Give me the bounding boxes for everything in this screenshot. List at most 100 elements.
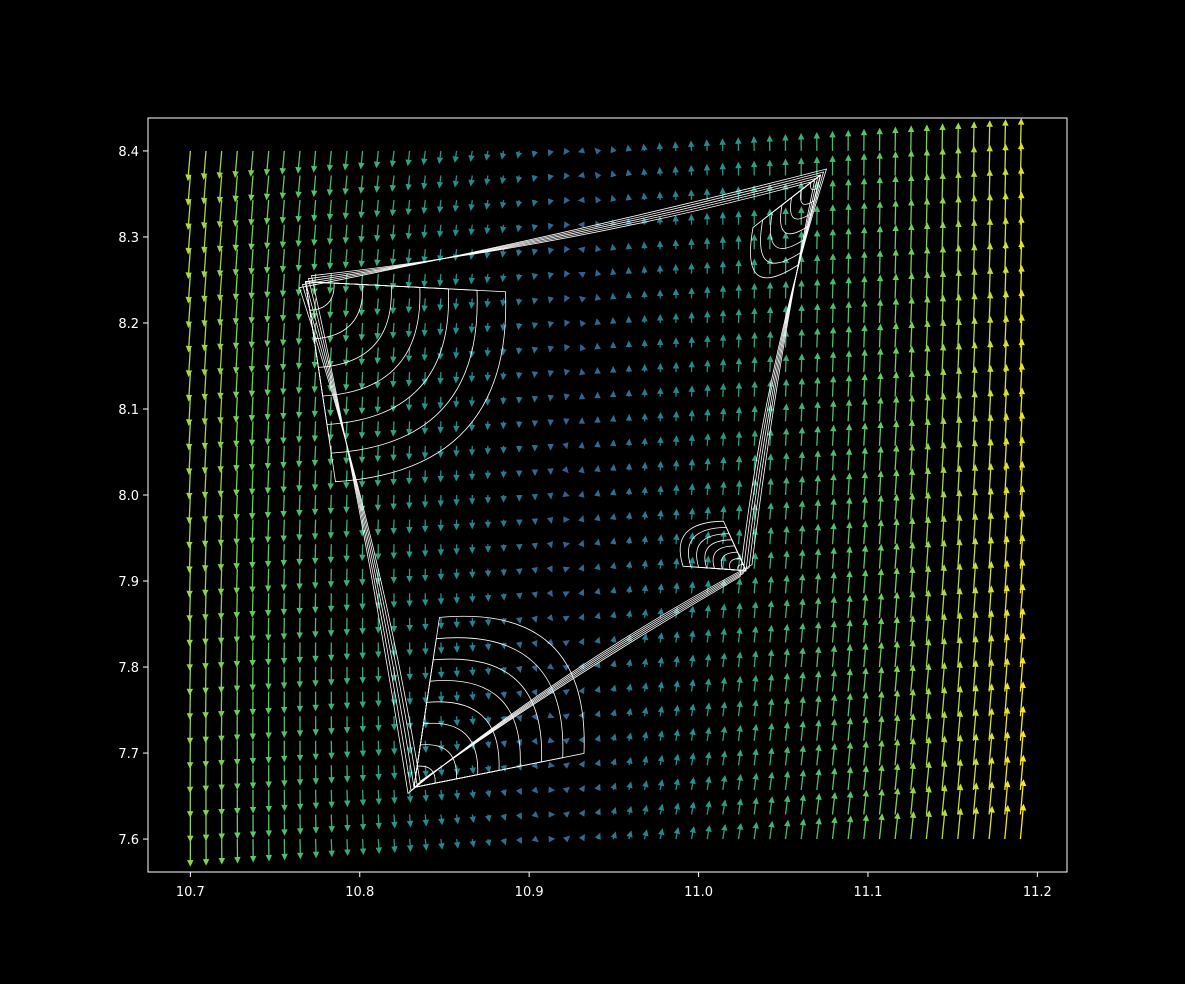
field-arrow [248,322,255,349]
trajectory-curve [413,744,457,788]
trajectory-curve [413,680,521,788]
field-arrow [939,196,946,225]
field-arrow [861,349,868,373]
field-arrow [939,123,946,151]
field-arrow [311,396,319,418]
field-arrow [894,812,901,840]
field-arrow [892,175,899,201]
field-arrow [578,441,585,449]
field-arrow [594,440,601,448]
field-arrow [484,322,491,333]
field-arrow [799,720,806,741]
field-arrow [972,659,979,692]
field-arrow [923,197,931,225]
field-arrow [782,427,790,446]
field-arrow [185,298,193,329]
field-arrow [594,514,601,522]
field-arrow [421,322,428,337]
field-arrow [389,224,397,241]
field-arrow [923,148,931,176]
field-arrow [704,702,712,717]
field-arrow [453,372,460,384]
field-arrow [437,691,445,703]
field-arrow [689,777,696,791]
field-arrow [295,150,302,174]
field-arrow [201,347,208,376]
field-arrow [201,273,208,303]
field-arrow [389,175,397,192]
field-arrow [202,716,209,744]
field-arrow [468,150,475,163]
field-arrow [625,536,633,545]
field-arrow [892,224,899,250]
field-arrow [799,647,806,668]
field-arrow [186,544,193,573]
field-arrow [515,641,523,649]
field-arrow [531,224,539,232]
field-arrow [925,761,932,790]
field-arrow [468,322,476,334]
field-arrow [703,237,711,250]
field-arrow [249,519,256,545]
field-arrow [689,801,696,815]
field-arrow [500,445,507,454]
field-arrow [846,570,853,594]
field-arrow [924,467,931,496]
field-arrow [672,459,680,471]
field-arrow [688,556,696,569]
field-arrow [719,309,727,324]
field-arrow [312,740,319,761]
field-arrow [626,658,633,668]
field-arrow [452,273,460,286]
field-arrow [1019,754,1027,790]
field-arrow [893,469,900,496]
field-arrow [908,419,916,446]
field-arrow [548,811,556,818]
field-arrow [515,787,522,796]
field-arrow [531,322,539,330]
field-arrow [217,470,224,498]
field-arrow [610,145,617,154]
field-arrow [421,494,429,509]
field-arrow [295,175,302,199]
field-arrow [578,539,585,548]
trajectory-curve [413,615,585,788]
field-arrow [783,623,790,643]
field-arrow [563,368,571,376]
field-arrow [359,642,366,660]
field-arrow [280,396,287,420]
field-arrow [846,668,853,692]
field-arrow [548,835,556,843]
field-arrow [484,470,492,480]
field-arrow [218,691,225,718]
field-arrow [359,568,366,586]
field-arrow [280,494,287,518]
field-arrow [201,298,208,327]
field-arrow [264,593,272,617]
field-arrow [328,789,335,809]
field-arrow [939,245,947,274]
field-arrow [610,463,617,471]
field-arrow [406,519,413,534]
field-arrow [610,733,617,741]
field-arrow [924,320,931,348]
field-arrow [782,133,789,151]
field-arrow [185,224,192,255]
field-arrow [547,173,554,182]
field-arrow [814,597,822,618]
field-arrow [830,620,838,643]
field-arrow [1003,608,1010,643]
field-arrow [234,765,241,791]
field-arrow [359,789,367,807]
field-arrow [862,667,869,692]
field-arrow [798,500,806,520]
field-arrow [515,322,523,331]
field-arrow [972,684,979,717]
field-arrow [327,617,335,637]
field-arrow [484,593,492,602]
field-arrow [892,371,900,397]
field-arrow [500,495,507,503]
field-arrow [279,298,287,322]
field-arrow [547,761,556,769]
field-arrow [783,501,790,520]
